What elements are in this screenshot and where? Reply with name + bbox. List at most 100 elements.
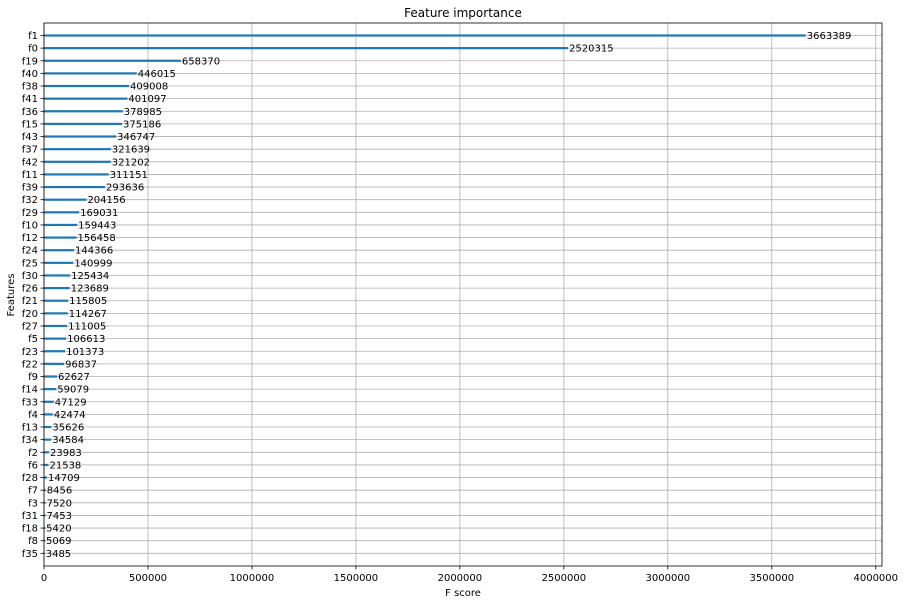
y-tick-label-f1: f1: [28, 31, 38, 42]
y-tick-label-f33: f33: [22, 397, 38, 408]
y-tick-label-f41: f41: [22, 94, 38, 105]
data-label-f11: 311151: [110, 170, 148, 181]
data-label-f0: 2520315: [569, 44, 614, 55]
y-tick-label-f12: f12: [22, 233, 38, 244]
data-label-f41: 401097: [128, 94, 166, 105]
y-tick-label-f15: f15: [22, 119, 38, 130]
bar-f25: [44, 261, 74, 264]
data-label-f10: 159443: [78, 220, 116, 231]
bar-f15: [44, 122, 123, 126]
y-tick-label-f20: f20: [22, 309, 38, 320]
data-label-f31: 7453: [47, 511, 72, 522]
bar-f2: [44, 451, 49, 454]
bar-f4: [44, 413, 53, 416]
data-label-f42: 321202: [112, 157, 150, 168]
data-label-f37: 321639: [112, 145, 150, 156]
x-tick-label: 2500000: [542, 573, 587, 584]
y-tick-label-f32: f32: [22, 195, 38, 206]
y-tick-label-f24: f24: [22, 246, 38, 257]
bar-f0: [44, 47, 569, 50]
bar-f32: [44, 198, 87, 201]
bar-f7: [44, 489, 46, 492]
y-tick-label-f19: f19: [22, 56, 38, 67]
data-label-f8: 5069: [46, 536, 71, 547]
x-tick-label: 0: [41, 573, 47, 584]
data-label-f27: 111005: [68, 321, 106, 332]
data-label-f40: 446015: [138, 69, 176, 80]
y-tick-label-f35: f35: [22, 549, 38, 560]
y-tick-label-f43: f43: [22, 132, 38, 143]
bar-f20: [44, 312, 68, 315]
bar-f41: [44, 97, 128, 100]
x-tick-label: 3000000: [646, 573, 691, 584]
bar-f5: [44, 337, 67, 340]
bar-f39: [44, 185, 106, 189]
bar-f8: [44, 539, 46, 542]
y-tick-label-f34: f34: [22, 435, 38, 446]
bar-f33: [44, 400, 54, 403]
bar-f42: [44, 160, 111, 163]
bars: [44, 34, 806, 555]
data-label-f5: 106613: [67, 334, 105, 345]
y-tick-label-f42: f42: [22, 157, 38, 168]
bar-f18: [44, 526, 46, 530]
y-tick-label-f30: f30: [22, 271, 38, 282]
x-tick-label: 2000000: [438, 573, 483, 584]
data-label-f13: 35626: [52, 423, 84, 434]
bar-f1: [44, 34, 806, 37]
bar-f24: [44, 249, 75, 252]
bar-f9: [44, 375, 58, 378]
y-tick-label-f23: f23: [22, 347, 38, 358]
bar-f13: [44, 425, 52, 429]
y-tick-label-f29: f29: [22, 208, 38, 219]
data-label-f19: 658370: [182, 56, 220, 67]
data-label-f25: 140999: [74, 258, 112, 269]
data-label-f34: 34584: [52, 435, 84, 446]
y-tick-label-f6: f6: [28, 460, 38, 471]
data-label-f4: 42474: [54, 410, 86, 421]
y-tick-label-f5: f5: [28, 334, 38, 345]
data-label-f32: 204156: [87, 195, 125, 206]
plot-frame: [43, 22, 883, 567]
bar-f11: [44, 173, 109, 176]
bar-f23: [44, 350, 66, 353]
data-label-f21: 115805: [69, 296, 107, 307]
data-label-f18: 5420: [46, 524, 71, 535]
data-label-f24: 144366: [75, 246, 113, 257]
data-label-f29: 169031: [80, 208, 118, 219]
bar-f40: [44, 72, 137, 75]
y-tick-label-f27: f27: [22, 321, 38, 332]
data-label-f15: 375186: [123, 119, 161, 130]
data-label-f23: 101373: [66, 347, 104, 358]
data-label-f20: 114267: [69, 309, 107, 320]
y-tick-label-f31: f31: [22, 511, 38, 522]
bar-f14: [44, 388, 57, 391]
bar-f10: [44, 223, 78, 227]
x-tick-label: 3500000: [750, 573, 795, 584]
y-tick-label-f0: f0: [28, 44, 38, 55]
data-label-f38: 409008: [130, 82, 168, 93]
bar-f26: [44, 287, 70, 290]
data-label-f30: 125434: [71, 271, 109, 282]
bar-f43: [44, 135, 117, 138]
data-label-f35: 3485: [46, 549, 71, 560]
data-label-f1: 3663389: [807, 31, 852, 42]
bar-f38: [44, 84, 130, 88]
y-tick-label-f9: f9: [28, 372, 38, 383]
bar-f3: [44, 501, 46, 504]
y-tick-label-f2: f2: [28, 448, 38, 459]
bar-f19: [44, 59, 181, 62]
y-tick-label-f38: f38: [22, 82, 38, 93]
x-tick-label: 500000: [129, 573, 167, 584]
y-tick-label-f36: f36: [22, 107, 38, 118]
data-label-f22: 96837: [65, 359, 97, 370]
x-tick-label: 4000000: [853, 573, 898, 584]
data-label-f36: 378985: [124, 107, 162, 118]
bar-f36: [44, 110, 123, 113]
y-tick-label-f4: f4: [28, 410, 38, 421]
y-tick-label-f22: f22: [22, 359, 38, 370]
x-tick-label: 1500000: [334, 573, 379, 584]
grid-lines: [43, 23, 882, 566]
